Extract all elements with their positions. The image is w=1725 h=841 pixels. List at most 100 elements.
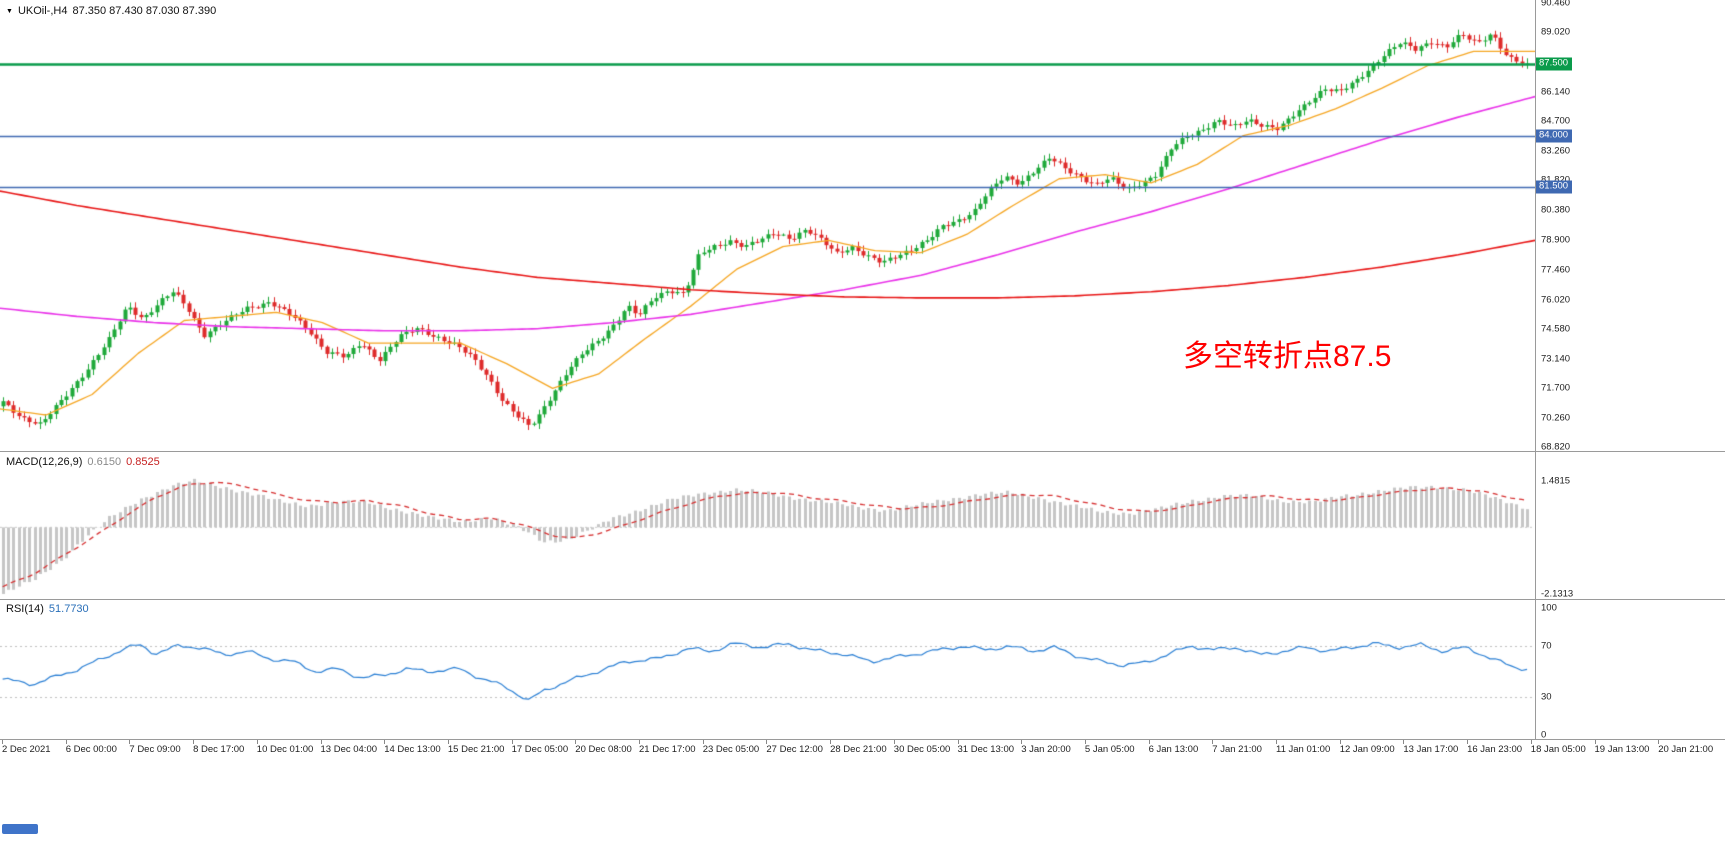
x-axis-tick [256,740,258,744]
panel-separator-main-macd [0,451,1725,452]
x-axis-tick [957,740,959,744]
x-axis-tick [1339,740,1341,744]
price-axis[interactable]: 90.46089.02087.58086.14084.70083.26081.8… [1535,0,1725,741]
y-axis-label: 71.700 [1541,382,1571,394]
x-axis-tick [193,740,195,744]
x-axis-tick [766,740,768,744]
y-axis-label: 89.020 [1541,26,1571,38]
x-axis-tick [1403,740,1405,744]
x-axis-label: 5 Jan 05:00 [1084,744,1135,755]
y-axis-label: 78.900 [1541,234,1571,246]
rsi-axis-label: 0 [1541,729,1547,741]
x-axis-label: 17 Dec 05:00 [511,744,569,755]
y-axis-label: 70.260 [1541,412,1571,424]
x-axis-label: 3 Jan 20:00 [1021,744,1071,755]
price-level-badge: 87.500 [1536,57,1573,71]
time-axis[interactable]: 2 Dec 2021 6 Dec 00:00 7 Dec 09:00 8 Dec 17… [0,740,1725,764]
x-axis-label: 19 Jan 13:00 [1594,744,1650,755]
x-axis-label: 15 Dec 21:00 [447,744,505,755]
x-axis-label: 7 Dec 09:00 [129,744,181,755]
macd-panel-canvas[interactable] [0,452,1535,600]
y-axis-label: 80.380 [1541,204,1571,216]
x-axis-tick [129,740,131,744]
rsi-value: 51.7730 [48,603,89,615]
y-axis-label: 83.260 [1541,145,1571,157]
annotation-text: 多空转折点87.5 [1183,340,1392,373]
macd-header: MACD(12,26,9) 0.6150 0.8525 [6,456,165,468]
x-axis-label: 10 Dec 01:00 [256,744,314,755]
x-axis-tick [384,740,386,744]
panel-separator-macd-rsi [0,599,1725,600]
x-axis-tick [1148,740,1150,744]
x-axis-label: 28 Dec 21:00 [830,744,887,755]
macd-axis-label: -2.1313 [1541,588,1574,600]
x-axis-tick [830,740,832,744]
y-axis-label: 90.460 [1541,0,1571,9]
y-axis-label: 68.820 [1541,441,1571,453]
x-axis-tick [702,740,704,744]
x-axis-tick [1530,740,1532,744]
x-axis-label: 23 Dec 05:00 [702,744,760,755]
x-axis-label: 31 Dec 13:00 [957,744,1015,755]
x-axis-label: 12 Jan 09:00 [1339,744,1395,755]
x-axis-tick [639,740,640,744]
price-level-badge: 81.500 [1536,180,1573,194]
x-axis-tick [1212,740,1214,744]
x-axis-tick [511,740,513,744]
rsi-axis-label: 70 [1541,640,1552,652]
x-axis-label: 13 Jan 17:00 [1403,744,1459,755]
x-axis-label: 27 Dec 12:00 [766,744,823,755]
x-axis-label: 20 Jan 21:00 [1658,744,1714,755]
rsi-label: RSI(14) [6,603,44,615]
rsi-axis-label: 100 [1541,602,1557,614]
x-axis-label: 30 Dec 05:00 [893,744,951,755]
y-axis-label: 86.140 [1541,86,1571,98]
x-axis-label: 6 Jan 13:00 [1148,744,1199,755]
x-axis-label: 16 Jan 23:00 [1467,744,1523,755]
x-axis-label: 13 Dec 04:00 [320,744,378,755]
x-axis-tick [447,740,449,744]
x-axis-tick [320,740,322,744]
x-axis-tick [1658,740,1660,744]
macd-main-value: 0.6150 [87,456,122,468]
rsi-header: RSI(14) 51.7730 [6,603,94,615]
x-axis-label: 8 Dec 17:00 [193,744,245,755]
x-axis-tick [575,740,577,744]
y-axis-label: 74.580 [1541,323,1571,335]
x-axis-label: 14 Dec 13:00 [384,744,441,755]
macd-signal-value: 0.8525 [126,456,160,468]
y-axis-label: 81.820 [1541,175,1570,186]
bottom-bar [0,762,1725,841]
symbol-timeframe-label: UKOil-,H4 [17,5,68,17]
macd-label: MACD(12,26,9) [6,456,83,468]
chart-arrow-icon[interactable]: ▼ [6,8,13,15]
x-axis-tick [893,740,895,744]
y-axis-label: 73.140 [1541,353,1571,365]
y-axis-label: 76.020 [1541,294,1571,306]
x-axis-tick [1594,740,1596,744]
x-axis-tick [1084,740,1086,744]
main-chart-canvas[interactable] [0,0,1535,452]
x-axis-tick [1467,740,1469,744]
x-axis-tick [65,740,67,744]
x-axis-tick [1276,740,1277,744]
x-axis-label: 6 Dec 00:00 [65,744,117,755]
x-axis-label: 2 Dec 2021 [2,744,51,755]
chart-symbol-header: ▼ UKOil-,H4 87.350 87.430 87.030 87.390 [6,5,221,17]
rsi-axis-label: 30 [1541,691,1552,703]
h-scrollbar-thumb[interactable] [2,824,38,834]
ohlc-values-label: 87.350 87.430 87.030 87.390 [72,5,217,17]
panel-separator-rsi-time [0,739,1725,740]
x-axis-label: 18 Jan 05:00 [1530,744,1586,755]
price-level-badge: 84.000 [1536,129,1573,143]
y-axis-label: 84.700 [1541,115,1571,127]
x-axis-label: 7 Jan 21:00 [1212,744,1262,755]
x-axis-tick [1021,740,1023,744]
macd-axis-label: 1.4815 [1541,475,1571,487]
rsi-panel-canvas[interactable] [0,600,1535,740]
y-axis-label: 77.460 [1541,264,1571,276]
x-axis-label: 20 Dec 08:00 [575,744,632,755]
x-axis-label: 21 Dec 17:00 [639,744,696,755]
x-axis-tick [2,740,3,744]
